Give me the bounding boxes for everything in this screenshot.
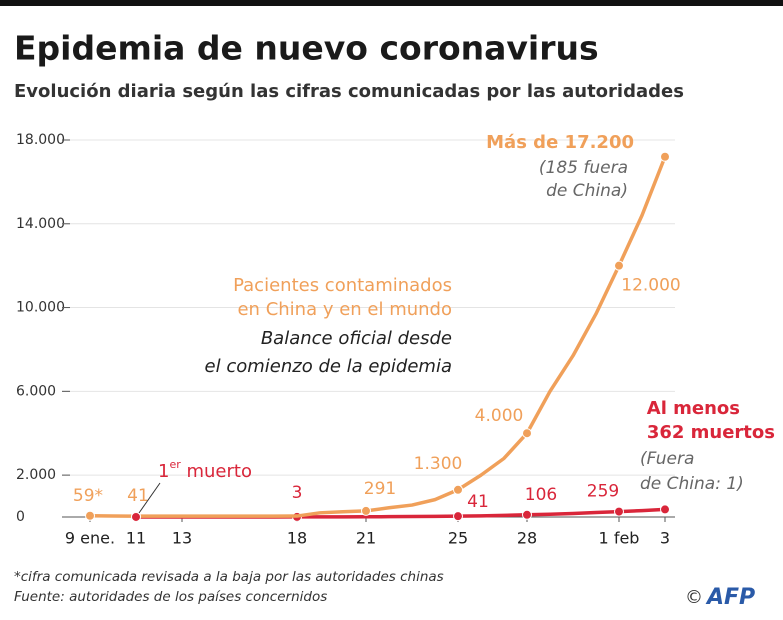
x-tick-label: 3 [660,529,670,548]
data-point [85,510,95,521]
y-tick-label: 2.000 [16,467,56,483]
y-tick-label: 18.000 [16,132,65,148]
x-tick-label: 28 [517,529,537,548]
top-bar [0,0,783,6]
data-label: 3 [292,483,303,503]
x-tick-label: 18 [287,529,307,548]
x-tick-label: 25 [448,529,468,548]
chart-subtitle: Evolución diaria según las cifras comuni… [14,81,684,102]
data-label: 1.300 [414,454,463,474]
copyright: © [685,587,703,608]
data-point [453,484,463,495]
x-tick-label: 11 [126,529,146,548]
annotation: el comienzo de la epidemia [205,356,452,377]
x-tick-label: 9 ene. [65,529,115,548]
data-label: 4.000 [475,406,524,426]
afp-logo: AFP [705,585,755,610]
data-label: 291 [364,479,396,499]
annotation: 362 muertos [647,422,775,443]
annotation: Pacientes contaminados [233,275,452,296]
data-point [614,506,624,517]
data-label: 12.000 [621,276,680,296]
annotation-part: 1 [158,461,169,482]
data-point [614,260,624,271]
source: Fuente: autoridades de los países concer… [14,589,327,605]
data-label: 259 [587,482,619,502]
data-point [660,151,670,162]
data-label: 59* [73,486,103,506]
data-point [660,504,670,515]
y-tick-label: 10.000 [16,300,65,316]
data-point [522,509,532,520]
annotation-sup: er [169,458,181,471]
x-tick-label: 13 [172,529,192,548]
annotation: Balance oficial desde [261,328,452,349]
annotation: de China: 1) [640,474,744,494]
leader-line [138,482,161,514]
y-tick-label: 0 [16,509,25,525]
data-point [453,511,463,522]
x-tick-label: 1 feb [599,529,640,548]
chart-title: Epidemia de nuevo coronavirus [14,29,599,68]
data-label: 41 [467,492,489,512]
data-label: 106 [525,485,557,505]
series-line [89,156,667,518]
annotation: (Fuera [640,449,694,469]
y-tick-label: 14.000 [16,216,65,232]
annotation: Al menos [647,398,740,419]
annotation: en China y en el mundo [237,299,452,320]
footnote: *cifra comunicada revisada a la baja por… [14,569,444,585]
annotation-part: muerto [181,461,252,482]
annotation: de China) [546,181,628,201]
data-label: 41 [127,486,149,506]
data-point [522,428,532,439]
data-point [131,511,141,522]
x-tick-label: 21 [356,529,376,548]
y-tick-label: 6.000 [16,383,56,399]
annotation: 1er muerto [158,458,252,482]
annotation: Más de 17.200 [486,132,634,153]
data-point [361,505,371,516]
annotation: (185 fuera [539,158,628,178]
